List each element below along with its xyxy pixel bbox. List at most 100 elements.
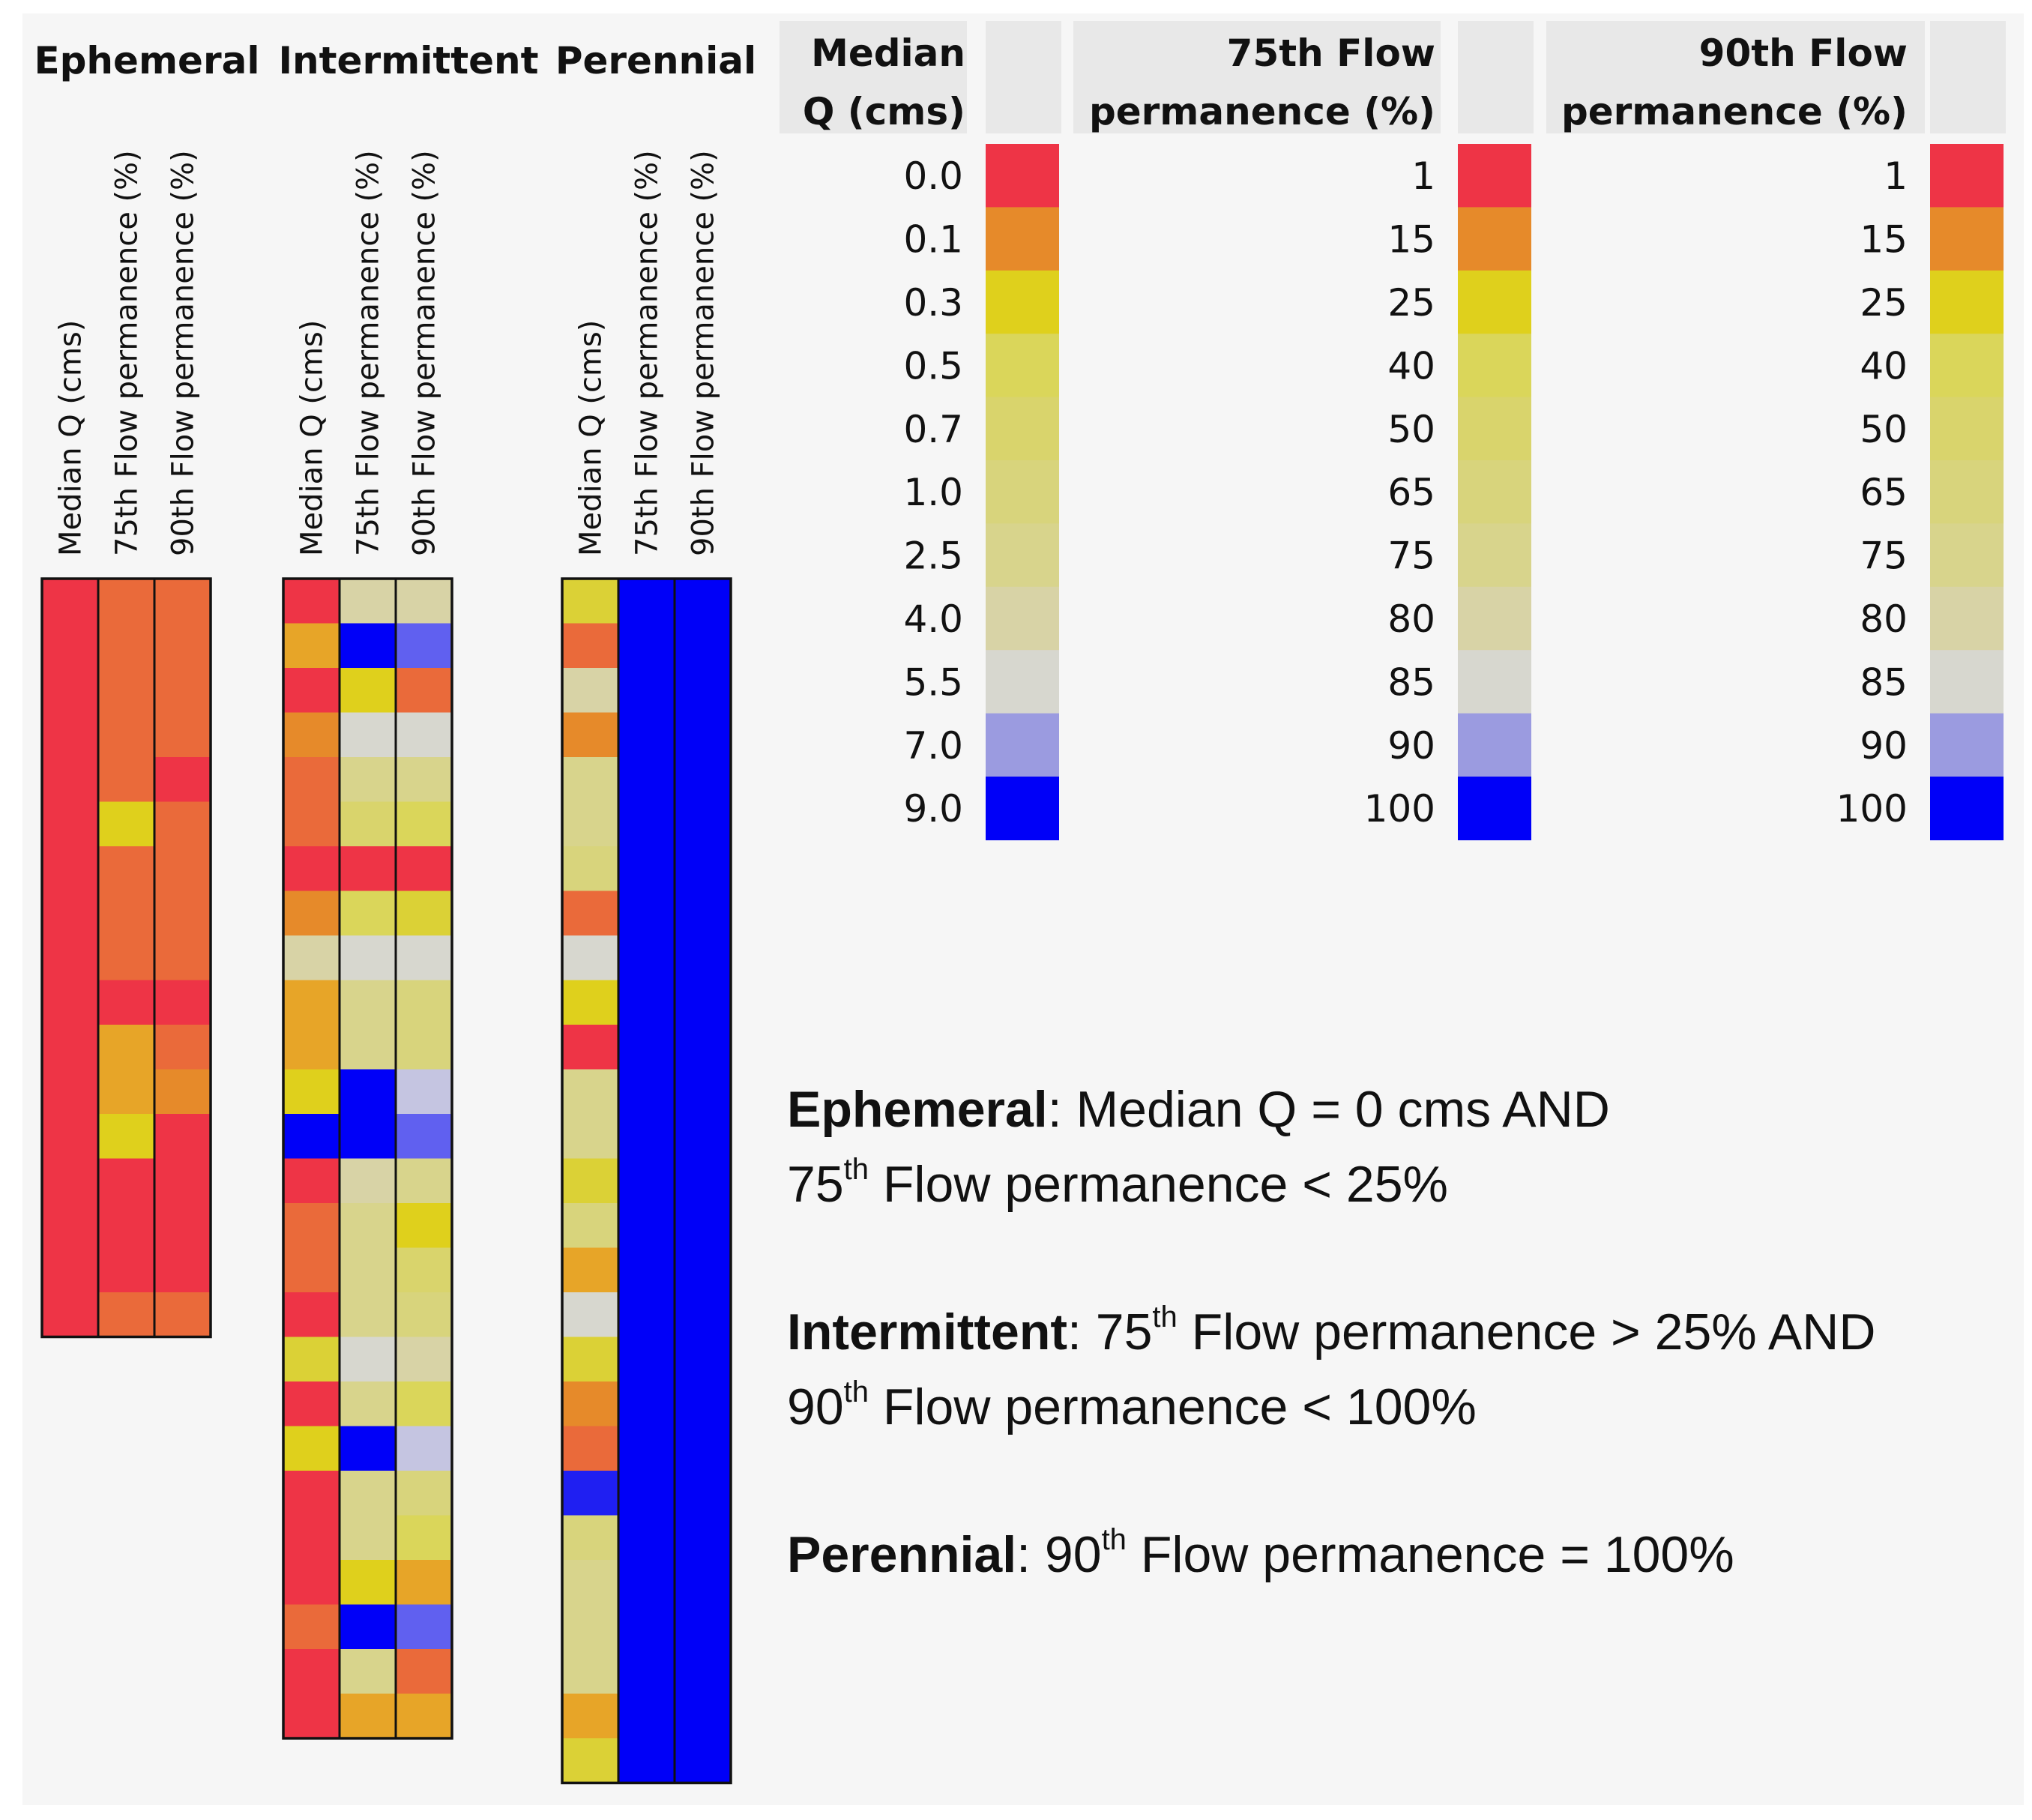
intermittent-cell — [340, 579, 397, 624]
intermittent-cell — [396, 668, 453, 714]
perennial-cell — [618, 1693, 675, 1739]
intermittent-cell — [340, 1649, 397, 1695]
ephemeral-cell — [98, 801, 155, 847]
legend-value: 5.5 — [903, 660, 963, 704]
perennial-cell — [562, 846, 619, 892]
legend-header-bg — [1546, 21, 1925, 133]
intermittent-cell — [283, 1247, 340, 1293]
perennial-cell — [618, 757, 675, 803]
intermittent-cell — [396, 1426, 453, 1471]
ephemeral-cell — [154, 1025, 211, 1070]
ephemeral-cell — [154, 801, 211, 847]
legend-value: 90 — [1860, 724, 1908, 768]
legend-value: 85 — [1387, 660, 1435, 704]
ephemeral-cell — [154, 935, 211, 981]
perennial-cell — [562, 1114, 619, 1160]
intermittent-cell — [396, 1560, 453, 1606]
legend-swatch — [1458, 207, 1531, 271]
perennial-cell — [562, 1560, 619, 1606]
perennial-cell — [675, 1738, 732, 1784]
legend-value: 80 — [1860, 597, 1908, 641]
rule-intermittent-line1: Intermittent: 75th Flow permanence > 25%… — [787, 1295, 2016, 1369]
ephemeral-cell — [42, 623, 99, 669]
ephemeral-cell — [42, 846, 99, 892]
intermittent-cell — [283, 1560, 340, 1606]
intermittent-cell — [340, 1515, 397, 1561]
rule-ephemeral-condition: Flow permanence < 25% — [869, 1156, 1448, 1213]
legend-value: 4.0 — [903, 597, 963, 641]
intermittent-cell — [340, 1471, 397, 1516]
intermittent-cell — [283, 757, 340, 803]
intermittent-cell — [283, 1337, 340, 1382]
group-title-intermittent: Intermittent — [278, 39, 538, 82]
legend-value: 15 — [1387, 218, 1435, 262]
intermittent-cell — [283, 935, 340, 981]
perennial-cell — [562, 1426, 619, 1471]
ephemeral-cell — [42, 1025, 99, 1070]
legend-value: 7.0 — [903, 724, 963, 768]
legend-swatch — [986, 144, 1059, 208]
perennial-cell — [618, 1247, 675, 1293]
legend-value: 1 — [1884, 154, 1908, 198]
intermittent-cell — [283, 1203, 340, 1249]
legend-swatch — [986, 586, 1059, 651]
perennial-cell — [562, 757, 619, 803]
perennial-cell — [562, 712, 619, 758]
perennial-cell — [562, 1381, 619, 1427]
intermittent-cell — [340, 668, 397, 714]
intermittent-cell — [340, 712, 397, 758]
legend-value: 80 — [1387, 597, 1435, 641]
rule-ephemeral-superscript: th — [843, 1153, 869, 1186]
perennial-cell — [675, 757, 732, 803]
ephemeral-cell — [154, 579, 211, 624]
perennial-cell — [675, 712, 732, 758]
ephemeral-cell — [42, 1292, 99, 1338]
legend-swatch — [986, 334, 1059, 398]
legend-value: 100 — [1364, 787, 1435, 831]
group-title-ephemeral: Ephemeral — [34, 39, 259, 82]
legend-value: 100 — [1836, 787, 1908, 831]
legend-value: 2.5 — [903, 534, 963, 578]
intermittent-cell — [340, 980, 397, 1025]
legend-title: 90th Flow — [1699, 31, 1908, 75]
intermittent-cell — [283, 980, 340, 1025]
legend-title: Q (cms) — [803, 90, 965, 133]
intermittent-column-label: 75th Flow permanence (%) — [352, 150, 386, 556]
legend-swatch — [1458, 650, 1531, 714]
intermittent-cell — [396, 1515, 453, 1561]
intermittent-cell — [396, 1471, 453, 1516]
perennial-cell — [562, 1604, 619, 1650]
ephemeral-cell — [98, 980, 155, 1025]
rule-perennial-number: : 90 — [1016, 1526, 1102, 1583]
ephemeral-cell — [154, 623, 211, 669]
perennial-cell — [675, 846, 732, 892]
perennial-cell — [675, 1471, 732, 1516]
legend-swatch — [986, 397, 1059, 461]
perennial-cell — [675, 1337, 732, 1382]
ephemeral-cell — [42, 1069, 99, 1115]
intermittent-cell — [396, 1292, 453, 1338]
legend-swatch — [1458, 397, 1531, 461]
legend-value: 90 — [1387, 724, 1435, 768]
ephemeral-cell — [154, 757, 211, 803]
ephemeral-cell — [154, 1114, 211, 1160]
intermittent-cell — [396, 1114, 453, 1160]
perennial-cell — [562, 1203, 619, 1249]
intermittent-cell — [283, 1158, 340, 1204]
perennial-cell — [618, 1337, 675, 1382]
intermittent-cell — [340, 1560, 397, 1606]
intermittent-cell — [396, 1203, 453, 1249]
rule-intermittent-superscript-2: th — [843, 1375, 869, 1408]
ephemeral-cell — [42, 579, 99, 624]
perennial-cell — [618, 1292, 675, 1338]
perennial-cell — [618, 623, 675, 669]
ephemeral-cell — [98, 1114, 155, 1160]
perennial-cell — [618, 1114, 675, 1160]
perennial-cell — [675, 623, 732, 669]
intermittent-cell — [396, 1693, 453, 1739]
perennial-cell — [675, 1158, 732, 1204]
legend-swatch — [986, 460, 1059, 524]
intermittent-cell — [340, 846, 397, 892]
